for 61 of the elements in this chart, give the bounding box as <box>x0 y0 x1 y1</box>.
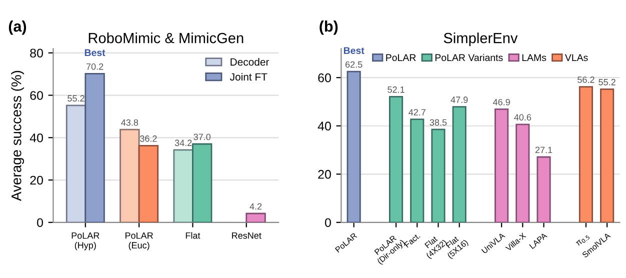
bar <box>578 86 593 222</box>
data-label: 37.0 <box>194 134 211 140</box>
bar <box>410 118 424 222</box>
bar <box>120 128 140 222</box>
legend-label: Decoder <box>230 58 270 66</box>
data-label: 70.2 <box>86 63 104 70</box>
legend-label: PoLAR Variants <box>435 54 503 62</box>
data-label: 4.2 <box>250 203 262 210</box>
x-tick-label: ResNet <box>232 232 262 239</box>
data-label: 34.2 <box>174 140 192 146</box>
y-tick-label: 20 <box>318 170 331 179</box>
y-tick-label: 0 <box>324 218 331 228</box>
bar <box>84 72 105 222</box>
data-label: 52.1 <box>388 86 404 93</box>
y-tick-label: 0 <box>37 218 43 228</box>
bar <box>516 124 530 222</box>
annotation: Best <box>344 47 364 54</box>
bar <box>600 88 614 222</box>
x-tick-label: PoLAR (Hyp) <box>72 232 100 250</box>
x-tick-label: PoLAR (Euc) <box>126 232 153 250</box>
data-label: 56.2 <box>578 76 594 83</box>
x-tick-label: Flat <box>186 232 200 239</box>
y-tick-label: 40 <box>318 122 331 131</box>
y-tick-label: 80 <box>30 48 43 58</box>
bar <box>246 212 266 222</box>
chart-title: RoboMimic & MimicGen <box>88 32 244 44</box>
legend-label: PoLAR <box>386 54 416 62</box>
data-label: 43.8 <box>121 119 138 126</box>
y-tick-label: 20 <box>30 176 43 185</box>
y-axis-title: Average success (%) <box>11 70 24 201</box>
bar <box>452 106 466 222</box>
bar <box>192 143 212 222</box>
legend-label: LAMs <box>522 54 546 62</box>
bar <box>66 104 86 222</box>
data-label: 46.9 <box>492 98 510 106</box>
y-tick-label: 60 <box>30 91 43 100</box>
legend-label: Joint FT <box>230 72 268 81</box>
text: (a) <box>8 20 26 35</box>
data-label: 36.2 <box>140 135 157 142</box>
text: (b) <box>320 20 338 35</box>
bar <box>389 96 404 222</box>
y-tick-label: 60 <box>318 73 331 82</box>
x-tick-label: Fact. <box>404 232 420 248</box>
data-label: 40.6 <box>514 114 532 121</box>
data-label: 55.2 <box>598 78 616 86</box>
data-label: 27.1 <box>535 146 552 154</box>
bar <box>494 108 509 222</box>
bar <box>536 156 551 222</box>
y-tick-label: 40 <box>30 133 43 142</box>
legend-label: VLAs <box>564 54 588 62</box>
bar <box>138 145 159 222</box>
data-label: 47.9 <box>450 96 468 103</box>
bar <box>431 128 446 222</box>
chart-title: SimplerEnv <box>444 32 518 46</box>
data-label: 42.7 <box>408 109 426 116</box>
bar <box>346 70 361 222</box>
annotation: Best <box>84 49 106 56</box>
data-label: 38.5 <box>430 119 447 126</box>
data-label: 55.2 <box>68 95 84 102</box>
bar <box>173 149 194 222</box>
data-label: 62.5 <box>346 61 362 68</box>
